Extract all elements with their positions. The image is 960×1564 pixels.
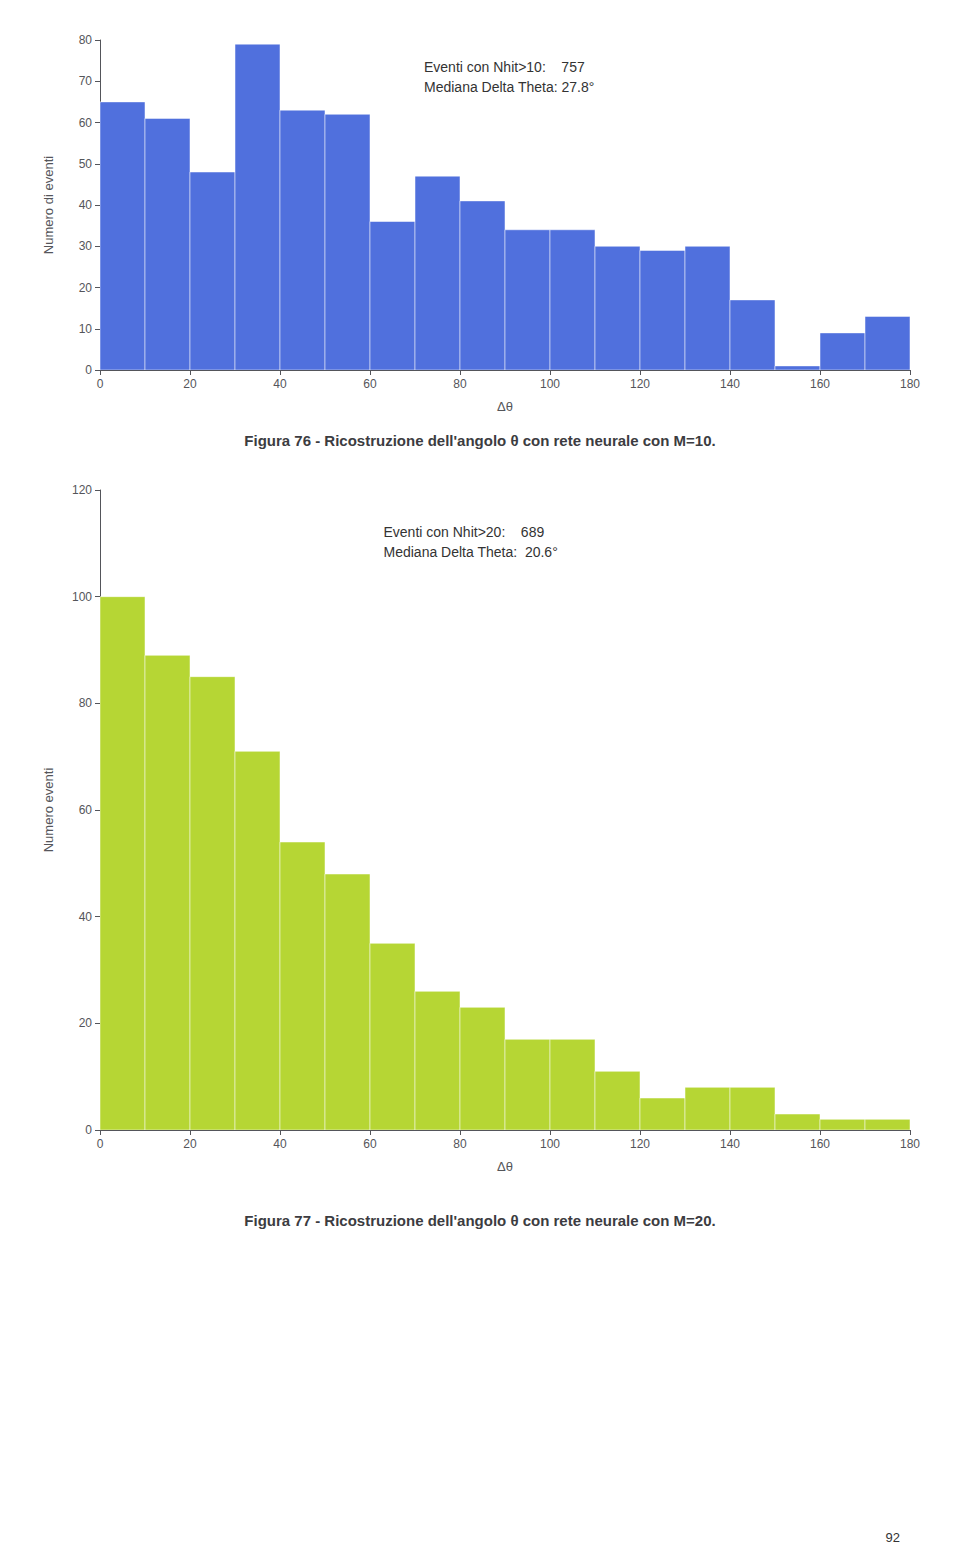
svg-text:0: 0 — [85, 363, 92, 377]
svg-text:92: 92 — [886, 1530, 900, 1545]
svg-text:100: 100 — [72, 590, 92, 604]
svg-text:0: 0 — [97, 1137, 104, 1151]
svg-text:30: 30 — [79, 239, 93, 253]
svg-text:120: 120 — [630, 1137, 650, 1151]
svg-text:20: 20 — [183, 377, 197, 391]
svg-text:160: 160 — [810, 1137, 830, 1151]
svg-text:60: 60 — [363, 377, 377, 391]
svg-text:40: 40 — [79, 198, 93, 212]
svg-text:80: 80 — [79, 696, 93, 710]
svg-text:Δθ: Δθ — [497, 399, 513, 414]
svg-text:50: 50 — [79, 157, 93, 171]
svg-text:40: 40 — [273, 1137, 287, 1151]
svg-text:60: 60 — [79, 116, 93, 130]
svg-text:80: 80 — [453, 377, 467, 391]
svg-text:Figura 76 - Ricostruzione dell: Figura 76 - Ricostruzione dell'angolo θ … — [244, 432, 715, 449]
svg-text:20: 20 — [79, 281, 93, 295]
svg-text:Figura 77 - Ricostruzione dell: Figura 77 - Ricostruzione dell'angolo θ … — [244, 1212, 715, 1229]
svg-text:40: 40 — [273, 377, 287, 391]
svg-text:120: 120 — [630, 377, 650, 391]
svg-text:Numero di eventi: Numero di eventi — [41, 156, 56, 254]
svg-text:180: 180 — [900, 1137, 920, 1151]
svg-text:140: 140 — [720, 1137, 740, 1151]
svg-text:20: 20 — [79, 1016, 93, 1030]
svg-text:10: 10 — [79, 322, 93, 336]
svg-text:160: 160 — [810, 377, 830, 391]
svg-text:40: 40 — [79, 910, 93, 924]
svg-text:0: 0 — [97, 377, 104, 391]
svg-text:60: 60 — [79, 803, 93, 817]
svg-text:0: 0 — [85, 1123, 92, 1137]
svg-text:20: 20 — [183, 1137, 197, 1151]
svg-text:Eventi con Nhit>20: 689: Eventi con Nhit>20: 689 — [384, 524, 545, 540]
svg-text:80: 80 — [79, 33, 93, 47]
svg-text:80: 80 — [453, 1137, 467, 1151]
svg-text:Δθ: Δθ — [497, 1159, 513, 1174]
svg-text:Numero eventi: Numero eventi — [41, 768, 56, 853]
svg-text:Mediana Delta Theta: 27.8°: Mediana Delta Theta: 27.8° — [424, 79, 594, 95]
svg-text:100: 100 — [540, 1137, 560, 1151]
svg-text:Eventi con Nhit>10: 757: Eventi con Nhit>10: 757 — [424, 59, 585, 75]
svg-text:140: 140 — [720, 377, 740, 391]
svg-text:70: 70 — [79, 74, 93, 88]
svg-text:180: 180 — [900, 377, 920, 391]
svg-text:Mediana Delta Theta: 20.6°: Mediana Delta Theta: 20.6° — [384, 544, 558, 560]
svg-text:60: 60 — [363, 1137, 377, 1151]
svg-text:120: 120 — [72, 483, 92, 497]
svg-text:100: 100 — [540, 377, 560, 391]
